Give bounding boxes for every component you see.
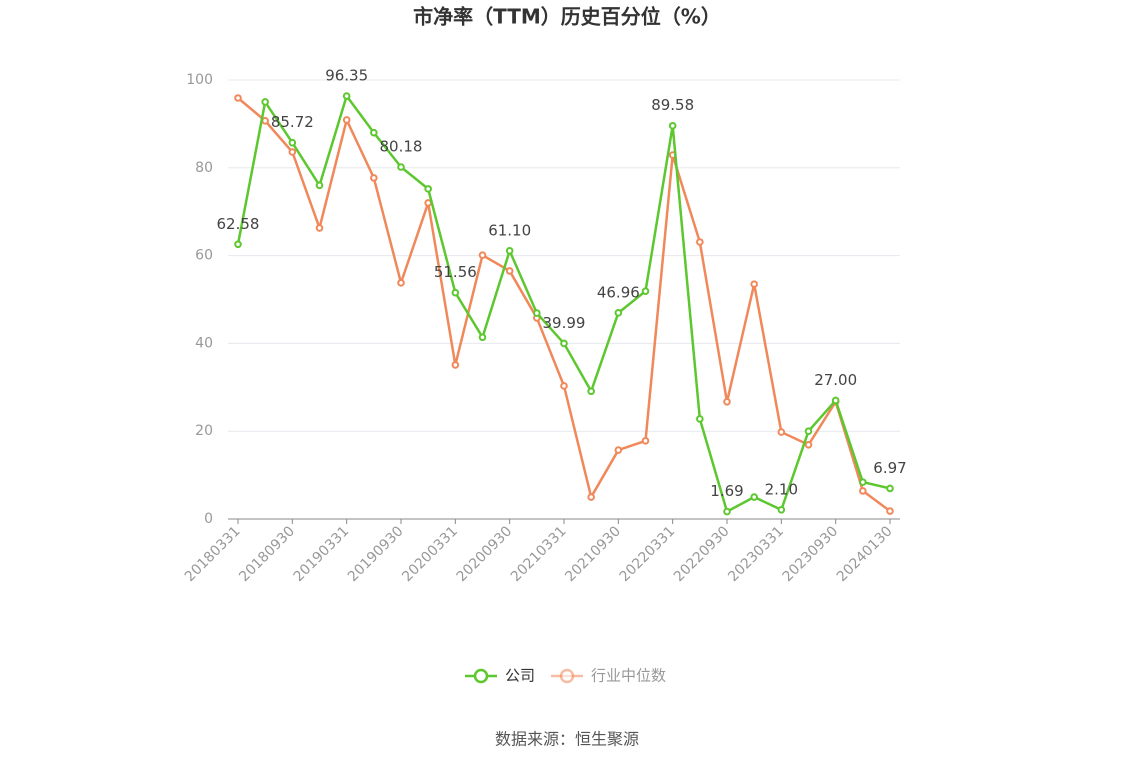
chart-title: 市净率（TTM）历史百分位（%） [413, 5, 721, 29]
data-point [750, 493, 758, 501]
data-point [777, 505, 786, 514]
x-tick-label: 20190930 [345, 523, 407, 585]
data-label: 96.35 [325, 67, 368, 85]
data-point [560, 382, 568, 390]
data-point [723, 507, 731, 516]
data-point [886, 484, 894, 493]
data-point [315, 181, 324, 190]
data-point [424, 185, 432, 193]
data-point [370, 128, 378, 137]
data-point [831, 396, 840, 405]
data-point [397, 163, 405, 171]
data-label: 46.96 [597, 283, 640, 301]
data-point [641, 437, 650, 445]
x-tick-label: 20230331 [725, 523, 787, 585]
data-point [587, 387, 595, 396]
data-label: 89.58 [651, 96, 694, 114]
legend-marker [473, 668, 489, 684]
y-tick-label: 0 [204, 511, 213, 527]
source: 数据来源：恒生聚源 [495, 730, 639, 749]
x-tick-label: 20210331 [508, 523, 570, 585]
series-line [237, 97, 891, 513]
y-tick-label: 100 [186, 72, 213, 88]
data-label: 39.99 [543, 314, 586, 332]
data-point [804, 441, 813, 449]
x-tick-label: 20240130 [834, 523, 896, 585]
data-point [234, 94, 242, 102]
data-point [315, 224, 324, 232]
x-tick-label: 20180930 [236, 523, 298, 585]
data-point [696, 415, 704, 423]
legend-label: 行业中位数 [591, 667, 666, 685]
x-tick-label: 20220331 [617, 523, 679, 585]
data-label: 61.10 [488, 221, 531, 239]
data-point [370, 174, 378, 182]
data-label: 27.00 [814, 371, 857, 389]
data-point [451, 288, 460, 297]
data-point [288, 138, 297, 147]
data-label: 80.18 [380, 138, 423, 156]
data-point [859, 487, 867, 495]
data-point [505, 246, 514, 255]
data-point [342, 116, 351, 124]
data-point [478, 251, 487, 259]
y-tick-label: 40 [195, 335, 213, 351]
y-tick-label: 20 [195, 423, 213, 439]
data-point [750, 280, 758, 288]
x-tick-label: 20180331 [182, 523, 244, 585]
data-label: 51.56 [434, 263, 477, 281]
x-tick-label: 20230930 [780, 523, 842, 585]
data-point [342, 92, 351, 100]
data-point [641, 287, 650, 295]
data-point [668, 121, 677, 130]
x-tick-label: 20190331 [291, 523, 353, 585]
data-point [777, 428, 786, 436]
data-point [614, 309, 623, 317]
data-point [804, 427, 813, 436]
data-point [560, 339, 568, 348]
data-point [288, 148, 297, 156]
data-label: 62.58 [217, 215, 260, 233]
data-point [533, 309, 541, 317]
data-point [886, 507, 894, 515]
y-tick-label: 80 [195, 160, 213, 176]
data-point [587, 493, 595, 501]
data-point [614, 446, 623, 454]
x-tick-label: 20200930 [454, 523, 516, 585]
data-point [451, 361, 460, 369]
data-label: 2.10 [765, 480, 798, 498]
data-point [397, 279, 405, 287]
y-tick-label: 60 [195, 248, 213, 264]
data-label: 1.69 [710, 482, 743, 500]
x-tick-label: 20220930 [671, 523, 733, 585]
data-point [696, 238, 704, 246]
x-tick-label: 20200331 [399, 523, 461, 585]
data-point [859, 478, 867, 486]
legend-label: 公司 [505, 667, 535, 685]
data-point [723, 397, 731, 406]
x-tick-label: 20210930 [562, 523, 624, 585]
legend-marker [559, 668, 575, 684]
data-point [261, 98, 269, 106]
data-point [505, 267, 514, 275]
data-label: 85.72 [271, 113, 314, 131]
data-point [234, 240, 242, 249]
data-point [478, 333, 487, 342]
data-label: 6.97 [873, 459, 906, 477]
